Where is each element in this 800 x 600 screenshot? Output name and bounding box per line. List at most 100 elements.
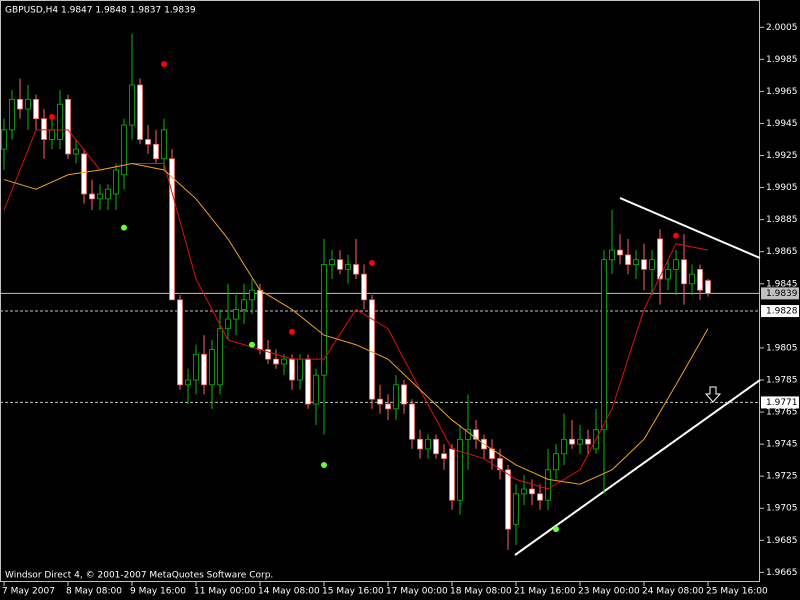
candle-body [233,309,239,320]
signal-dot [369,259,375,266]
candle-body [217,328,223,386]
candle-body [601,259,607,431]
y-tick-label: 1.9905 [766,183,798,193]
y-tick-label: 1.9945 [766,119,798,129]
candle-body [313,374,319,405]
candle-body [545,469,551,501]
y-tick-label: 1.9885 [766,215,798,225]
y-tick-label: 1.9965 [766,87,798,97]
candle-body [529,488,535,495]
candle-body [537,493,543,501]
candle-body [345,264,351,270]
candle-body [385,403,391,410]
candle-body [625,254,631,265]
moving-average [3,163,709,485]
candle-body [49,129,55,140]
candle-body [617,249,623,256]
candle-body [569,438,575,445]
candle-body [297,358,303,381]
candle-body [353,264,359,275]
candle-body [417,438,423,450]
candle-body [265,349,271,360]
candle-body [257,289,263,350]
candle-body [161,129,167,160]
candle-body [281,358,287,365]
candle-body [425,438,431,450]
candle-body [449,448,455,501]
candle-body [393,384,399,410]
candle-body [289,358,295,381]
x-tick-label: 9 May 16:00 [130,587,186,597]
candle-body [337,259,343,270]
signal-dot [289,328,295,335]
candle-body [201,353,207,386]
candle-body [657,238,663,280]
candle-body [361,273,367,301]
x-tick-label: 24 May 08:00 [642,587,704,597]
y-tick-label: 1.9925 [766,151,798,161]
y-tick-label: 1.9685 [766,536,798,546]
y-tick-label: 1.9705 [766,504,798,514]
price-level-label: 1.9828 [766,307,798,317]
candle-body [169,158,175,301]
candle-body [649,259,655,270]
y-tick-label: 1.9805 [766,343,798,353]
candle-body [641,259,647,270]
candle-body [377,398,383,405]
y-tick-label: 1.9785 [766,375,798,385]
candle-body [513,493,519,525]
candle-body [185,379,191,386]
candle-body [209,349,215,386]
candle-body [577,438,583,445]
candle-body [137,84,143,140]
candle-body [17,99,23,110]
candle-body [401,384,407,405]
candle-body [497,458,503,471]
candle-body [241,299,247,310]
candle-body [177,299,183,386]
candle-body [129,84,135,126]
candle-body [9,99,15,131]
x-tick-label: 18 May 08:00 [450,587,512,597]
candle-body [673,259,679,270]
candle-body [521,488,527,495]
signal-dot [249,341,255,348]
candle-body [681,259,687,285]
candle-body [97,193,103,200]
chart-title: GBPUSD,H4 1.9847 1.9848 1.9837 1.9839 [5,6,196,16]
candle-body [225,318,231,330]
plot-border [0,0,760,582]
y-tick-label: 1.9865 [766,247,798,257]
candle-body [369,299,375,400]
x-tick-label: 7 May 2007 [2,587,55,597]
y-tick-label: 1.9765 [766,408,798,418]
y-tick-label: 1.9745 [766,440,798,450]
arrow-marker [704,386,722,403]
x-tick-label: 14 May 08:00 [258,587,320,597]
candle-body [329,259,335,265]
x-tick-label: 23 May 00:00 [578,587,640,597]
candle-body [153,143,159,160]
x-tick-label: 17 May 00:00 [386,587,448,597]
candle-body [441,453,447,459]
candle-body [65,99,71,155]
candle-body [249,289,255,301]
candle-body [689,273,695,285]
candle-body [561,438,567,455]
candle-body [457,438,463,501]
candle-body [705,280,711,294]
candle-body [105,188,111,200]
signal-dot [121,224,127,231]
y-tick-label: 1.9845 [766,279,798,289]
candle-body [305,358,311,405]
candle-body [1,129,7,150]
x-tick-label: 25 May 16:00 [706,587,768,597]
signal-dot [553,526,559,533]
price-level-label: 1.9839 [766,289,798,299]
trend-line [514,379,761,556]
candle-body [273,358,279,365]
candle-body [25,99,31,110]
x-tick-label: 8 May 08:00 [66,587,122,597]
candle-body [585,438,591,445]
candle-body [633,259,639,265]
